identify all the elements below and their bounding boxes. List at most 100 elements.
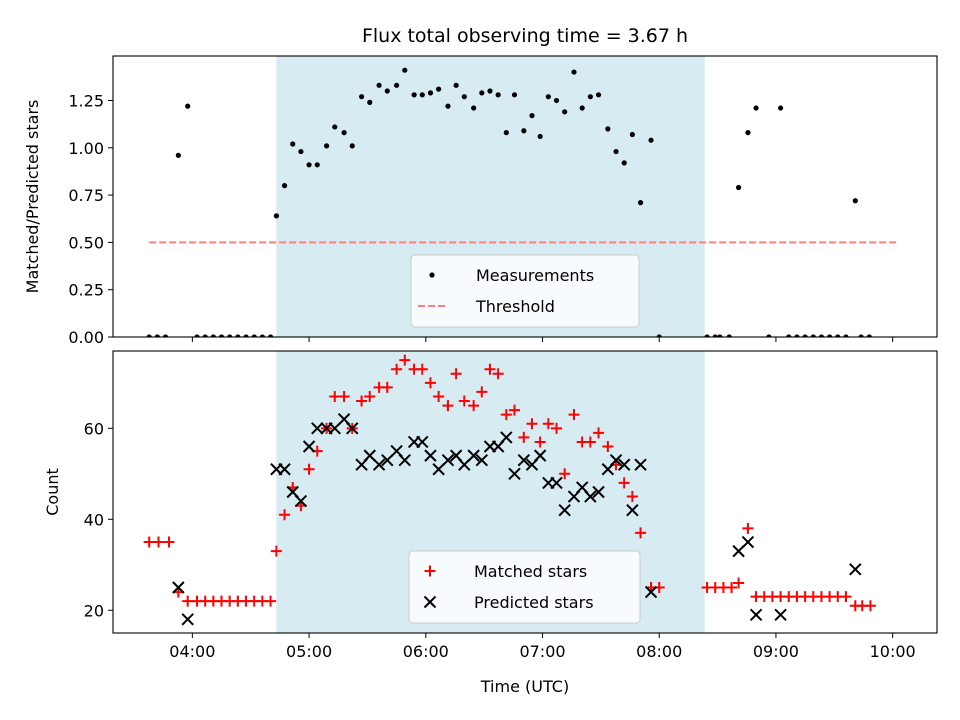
matched-star-point [182, 595, 194, 607]
chart-title: Flux total observing time = 3.67 h [362, 25, 688, 47]
measurement-point [786, 334, 792, 337]
predicted-star-point [346, 422, 359, 435]
measurement-point [202, 334, 208, 337]
measurement-point [251, 334, 257, 337]
measurement-point [562, 109, 568, 115]
measurement-point [745, 130, 751, 136]
measurement-point [529, 113, 535, 119]
measurement-point [162, 334, 169, 337]
predicted-star-point [432, 463, 445, 476]
predicted-star-point [849, 563, 862, 576]
matched-star-point [163, 536, 175, 548]
matched-star-point [329, 390, 341, 402]
measurement-point [717, 334, 723, 337]
predicted-star-point [626, 503, 639, 517]
top-y-tick-label: 0.25 [68, 281, 104, 300]
top-y-axis-label: Matched/Predicted stars [23, 100, 42, 294]
measurement-point [175, 152, 181, 158]
measurement-point [766, 334, 772, 337]
measurement-point [461, 94, 467, 100]
top-y-tick-label: 1.00 [68, 139, 104, 158]
x-tick-label: 04:00 [169, 642, 215, 661]
measurement-point [218, 334, 225, 337]
measurement-point [341, 130, 347, 136]
matched-star-point [468, 400, 480, 412]
matched-star-point [518, 431, 530, 443]
top-y-tick-label: 0.75 [68, 186, 104, 205]
legend-label: Measurements [476, 266, 594, 285]
measurement-point [605, 126, 611, 132]
measurement-point [753, 105, 759, 111]
matched-star-point [551, 422, 563, 434]
bottom-y-tick-label: 20 [84, 601, 104, 620]
bottom-panel: 04:00 05:00 06:00 07:00 08:00 09:00 10:00 20 40 6… [43, 350, 938, 696]
measurement-point [810, 334, 816, 337]
predicted-star-point [732, 544, 745, 558]
predicted-star-point [424, 449, 437, 462]
measurement-point [613, 148, 619, 155]
measurement-point [267, 334, 274, 337]
predicted-star-point [467, 449, 480, 462]
measurement-point [445, 103, 451, 109]
predicted-star-point [749, 608, 763, 622]
measurement-point [290, 141, 296, 147]
measurement-point [843, 334, 849, 337]
measurement-point [402, 67, 408, 73]
matched-star-point [416, 363, 428, 375]
measurement-point [858, 334, 864, 337]
legend-box [410, 254, 640, 328]
measurement-point [436, 86, 442, 92]
top-y-tick-label: 0.00 [68, 328, 104, 347]
matched-star-point [584, 436, 596, 448]
legend-label: Matched stars [474, 562, 587, 581]
matched-star-point [270, 545, 282, 557]
predicted-star-point [416, 435, 429, 449]
top-series-measurements [146, 67, 872, 337]
measurement-point [210, 334, 216, 337]
measurement-point [571, 69, 577, 75]
measurement-point [306, 162, 312, 168]
predicted-star-point [508, 467, 521, 481]
measurement-point [384, 88, 390, 94]
top-y-tick-label: 1.25 [68, 91, 104, 110]
measurement-point [235, 334, 241, 337]
predicted-star-point [311, 422, 324, 435]
x-tick-label: 08:00 [636, 642, 682, 661]
predicted-star-point [617, 458, 631, 471]
measurement-point [637, 200, 644, 206]
measurement-point [537, 133, 543, 140]
matched-star-point [265, 595, 277, 607]
legend-marker-cross [423, 595, 437, 609]
legend-marker-plus [424, 565, 436, 577]
measurement-point [154, 334, 160, 337]
measurement-point [453, 82, 459, 88]
legend-marker-dot [429, 272, 435, 278]
matched-star-point [492, 368, 504, 380]
predicted-star-point [774, 608, 787, 622]
measurement-point [621, 160, 627, 166]
predicted-star-point [609, 453, 623, 467]
matched-star-point [433, 390, 445, 402]
top-y-tick-label: 0.50 [68, 233, 104, 252]
predicted-star-point [181, 613, 194, 626]
matched-star-point [618, 477, 630, 489]
matched-star-point [143, 536, 155, 548]
matched-star-point [424, 377, 436, 389]
matched-star-point [450, 368, 462, 380]
matched-star-point [500, 409, 512, 421]
matched-star-point [364, 390, 376, 402]
bottom-axes-frame [112, 350, 938, 634]
bottom-legend: Matched stars Predicted stars [408, 550, 641, 624]
predicted-star-point [592, 485, 605, 499]
matched-star-point [356, 395, 368, 407]
measurement-point [726, 334, 732, 337]
matched-star-point [153, 536, 165, 548]
measurement-point [495, 92, 501, 98]
predicted-star-point [550, 476, 563, 490]
measurement-point [376, 82, 382, 88]
matched-star-point [568, 409, 580, 421]
matched-star-point [534, 436, 546, 448]
measurement-point [243, 334, 249, 337]
predicted-star-point [363, 449, 376, 462]
